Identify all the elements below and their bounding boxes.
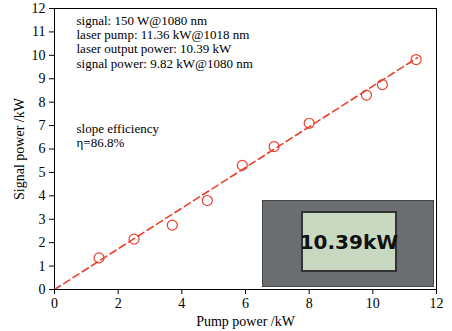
svg-text:12: 12	[430, 296, 444, 311]
svg-text:1: 1	[39, 259, 46, 274]
svg-text:8: 8	[306, 296, 313, 311]
svg-text:4: 4	[39, 188, 46, 203]
svg-text:0: 0	[39, 282, 46, 297]
svg-text:3: 3	[39, 212, 46, 227]
svg-text:7: 7	[39, 118, 46, 133]
svg-text:0: 0	[51, 296, 58, 311]
svg-text:Pump power /kW: Pump power /kW	[196, 314, 296, 329]
html-text:10.39kW: 10.39kW	[299, 229, 399, 254]
svg-text:signal: 150 W@1080 nmlaser pum: signal: 150 W@1080 nmlaser pump: 11.36 k…	[77, 13, 253, 71]
svg-text:5: 5	[39, 165, 46, 180]
svg-text:12: 12	[32, 1, 46, 16]
svg-text:4: 4	[178, 296, 185, 311]
svg-text:10: 10	[32, 48, 46, 63]
svg-text:slope efficiencyη=86.8%: slope efficiencyη=86.8%	[77, 121, 160, 150]
svg-text:11: 11	[32, 24, 45, 39]
svg-text:10: 10	[366, 296, 380, 311]
svg-text:2: 2	[115, 296, 122, 311]
svg-text:6: 6	[39, 141, 46, 156]
svg-text:8: 8	[39, 95, 46, 110]
svg-text:9: 9	[39, 71, 46, 86]
svg-text:6: 6	[242, 296, 249, 311]
svg-text:2: 2	[39, 235, 46, 250]
svg-text:Signal power /kW: Signal power /kW	[12, 97, 27, 200]
